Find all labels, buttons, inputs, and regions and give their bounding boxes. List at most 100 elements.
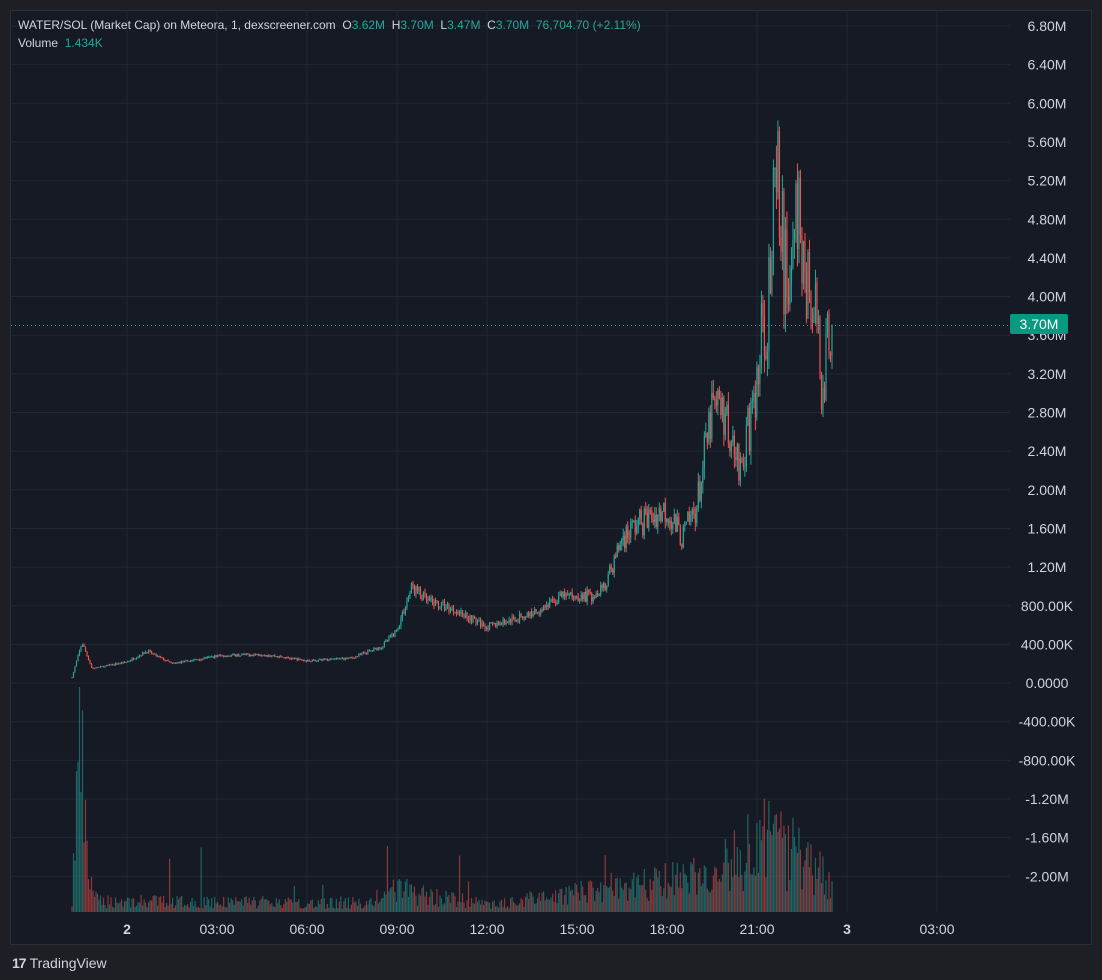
volume-bar xyxy=(236,901,238,912)
volume-bar xyxy=(388,891,390,912)
candle-body xyxy=(269,656,271,658)
volume-bar xyxy=(350,904,352,912)
y-axis-tick-label: 2.80M xyxy=(1028,405,1067,421)
candle-body xyxy=(760,303,763,366)
volume-bar xyxy=(148,902,150,912)
candle-body xyxy=(199,659,201,661)
candle-body xyxy=(155,653,157,657)
candle-body xyxy=(238,654,240,656)
volume-bar xyxy=(610,872,612,912)
candle-body xyxy=(547,604,549,607)
volume-bar xyxy=(485,901,488,912)
volume-bar xyxy=(398,879,401,912)
volume-bar xyxy=(224,906,226,912)
volume-bar xyxy=(786,890,788,912)
chart-plot-area[interactable] xyxy=(10,10,1092,945)
volume-bar xyxy=(637,874,639,912)
y-axis-tick-label: 4.40M xyxy=(1028,250,1067,266)
volume-bar xyxy=(715,868,717,912)
candle-body xyxy=(594,596,596,598)
volume-bar xyxy=(751,874,753,912)
volume-bar xyxy=(199,907,201,912)
volume-bar xyxy=(822,856,824,912)
volume-bar xyxy=(793,837,796,912)
volume-bar xyxy=(559,888,561,912)
volume-bar xyxy=(385,894,387,912)
candle-body xyxy=(223,655,225,657)
candle-body xyxy=(415,586,417,594)
candle-body xyxy=(218,655,220,657)
volume-bar xyxy=(621,887,623,912)
volume-bar xyxy=(676,862,678,912)
candle-body xyxy=(589,591,591,593)
volume-bar xyxy=(238,900,240,912)
candle-body xyxy=(574,595,576,599)
volume-bar xyxy=(618,898,620,912)
candle-body xyxy=(87,655,90,661)
volume-legend[interactable]: Volume 1.434K xyxy=(18,36,103,50)
candle-body xyxy=(537,612,539,614)
candle-body xyxy=(673,513,675,523)
candle-body xyxy=(552,599,554,601)
candle-body xyxy=(338,658,340,660)
candle-body xyxy=(636,527,638,534)
volume-bar xyxy=(114,897,117,912)
candle-body xyxy=(316,660,318,662)
candle-body xyxy=(751,400,753,402)
candle-body xyxy=(413,586,416,594)
volume-bar xyxy=(364,905,366,912)
volume-bar xyxy=(95,891,97,912)
volume-bar xyxy=(422,885,425,912)
candle-body xyxy=(215,655,217,657)
candle-body xyxy=(379,647,381,649)
candle-body xyxy=(205,657,207,659)
volume-bar xyxy=(439,895,441,912)
candle-body xyxy=(801,234,803,284)
candle-body xyxy=(607,574,609,586)
candle-body xyxy=(184,660,186,663)
x-axis-tick-label: 15:00 xyxy=(559,921,594,937)
symbol-title[interactable]: WATER/SOL (Market Cap) on Meteora, 1, de… xyxy=(18,18,336,32)
candle-body xyxy=(256,653,258,655)
candle-body xyxy=(173,662,175,664)
volume-bar xyxy=(418,893,420,912)
candle-body xyxy=(226,655,228,657)
candle-body xyxy=(592,596,594,602)
candle-body xyxy=(582,594,584,599)
candle-body xyxy=(646,512,648,528)
candle-body xyxy=(230,655,232,657)
candle-body xyxy=(553,600,555,603)
candle-body xyxy=(374,647,376,649)
volume-bar xyxy=(137,901,139,912)
volume-bar xyxy=(266,899,268,912)
candle-body xyxy=(733,435,735,457)
candle-body xyxy=(286,656,288,659)
volume-bar xyxy=(661,896,663,912)
candle-body xyxy=(111,664,114,666)
candle-body xyxy=(819,316,821,373)
candle-body xyxy=(634,520,636,534)
volume-bar xyxy=(232,900,234,912)
volume-bar xyxy=(141,905,144,912)
volume-bar xyxy=(389,888,392,912)
volume-bar xyxy=(425,891,428,912)
candle-body xyxy=(344,657,346,660)
candle-body xyxy=(678,516,680,525)
candle-body xyxy=(799,177,802,235)
candle-body xyxy=(802,240,805,284)
volume-bar xyxy=(84,799,87,912)
candle-body xyxy=(469,615,471,621)
tradingview-brand[interactable]: 17 TradingView xyxy=(12,955,107,971)
candle-body xyxy=(368,650,370,652)
candle-body xyxy=(562,591,564,597)
volume-bar xyxy=(157,905,159,912)
candle-body xyxy=(526,613,528,618)
volume-bar xyxy=(503,898,506,912)
candle-body xyxy=(500,622,503,625)
candle-body xyxy=(442,601,444,603)
volume-bar xyxy=(664,862,666,912)
candle-body xyxy=(346,657,348,659)
volume-bar xyxy=(337,908,339,912)
volume-bar xyxy=(163,895,165,912)
